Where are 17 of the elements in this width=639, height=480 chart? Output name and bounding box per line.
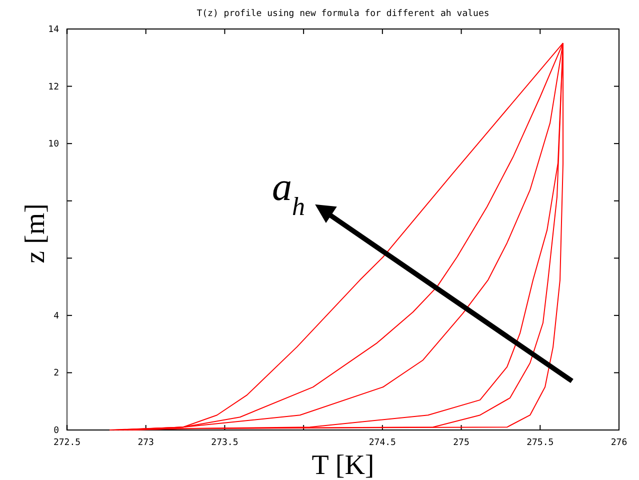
x-tick-label: 276 <box>610 438 628 448</box>
y-tick-label: 0 <box>54 426 59 436</box>
x-tick-label: 273 <box>138 438 154 448</box>
y-tick-label: 10 <box>48 140 59 150</box>
annotation: a$_{h}$ <box>272 164 305 220</box>
y-tick-label: 12 <box>48 82 59 92</box>
x-tick-label: 273.5 <box>211 438 238 448</box>
y-axis-title: z [m] <box>20 204 51 264</box>
y-tick-label: 2 <box>54 368 59 379</box>
x-tick-label: 274.5 <box>368 438 396 448</box>
x-axis-title: T [K] <box>312 450 374 480</box>
x-tick-label: 272.5 <box>53 438 81 448</box>
chart-title: T(z) profile using new formula for different ah values <box>196 9 490 19</box>
x-tick-label: 275 <box>453 438 470 448</box>
y-tick-label: 4 <box>54 311 59 322</box>
y-tick-label: 14 <box>48 25 59 35</box>
x-tick-label: 275.5 <box>526 438 554 448</box>
